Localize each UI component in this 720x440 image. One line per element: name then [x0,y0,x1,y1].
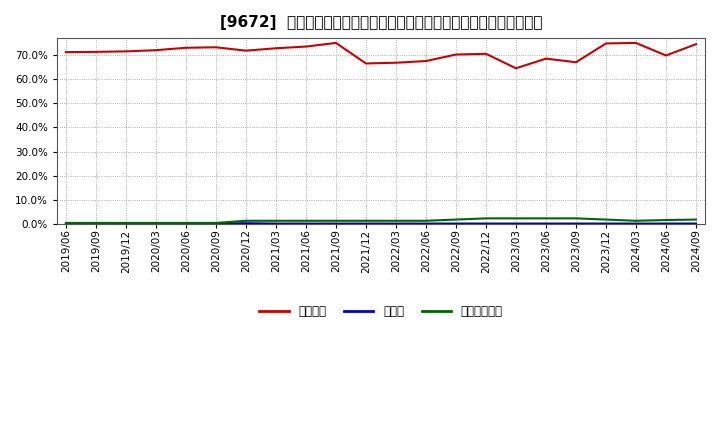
Legend: 自己資本, のれん, 繰延税金資産: 自己資本, のれん, 繰延税金資産 [255,301,508,323]
Title: [9672]  自己資本、のれん、繰延税金資産の総資産に対する比率の推移: [9672] 自己資本、のれん、繰延税金資産の総資産に対する比率の推移 [220,15,542,30]
